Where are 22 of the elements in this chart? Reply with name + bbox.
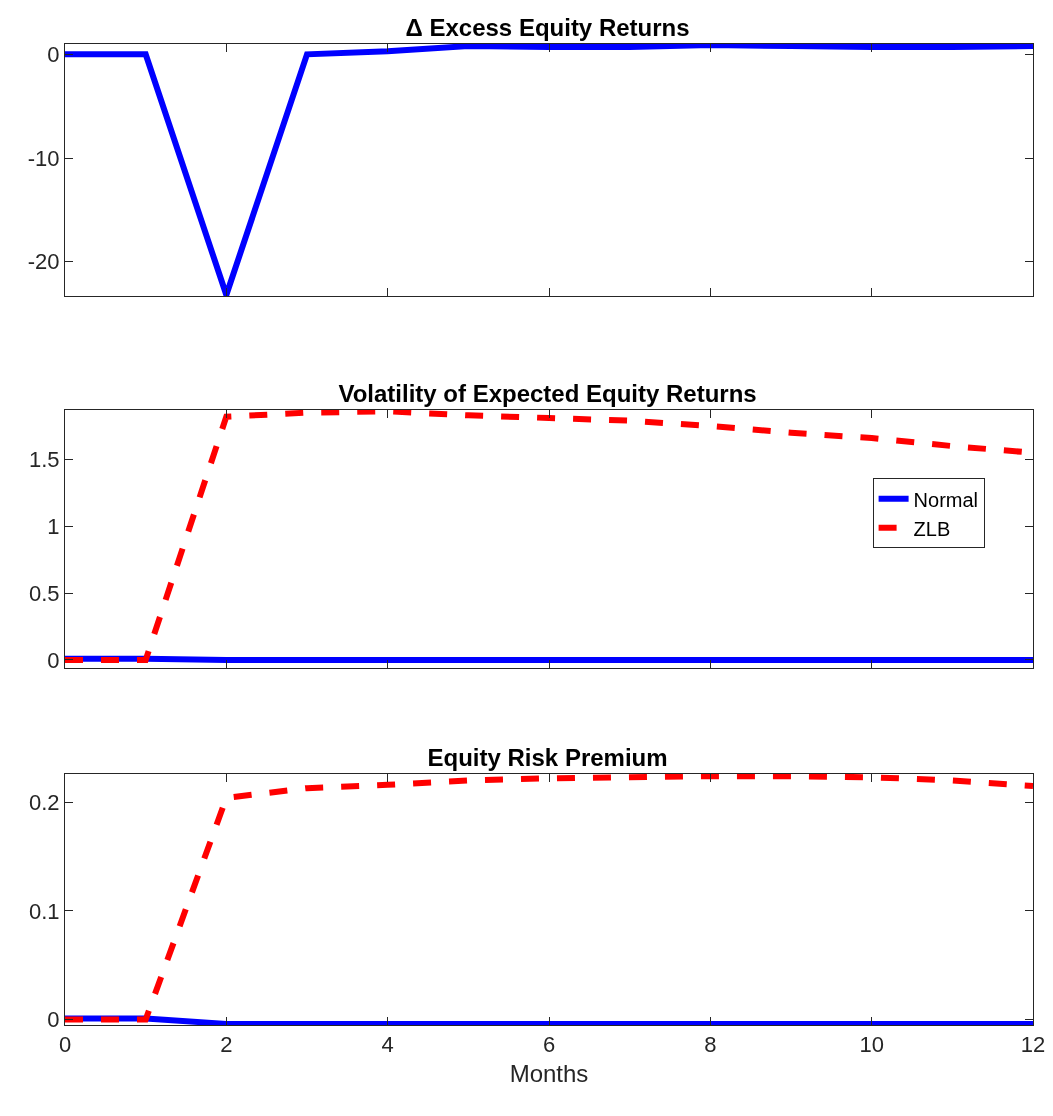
x-tick-label: 12 bbox=[1020, 1032, 1046, 1058]
x-tick-label: 10 bbox=[859, 1032, 884, 1058]
legend-label: ZLB bbox=[913, 517, 951, 540]
y-tick-label: 0.2 bbox=[29, 789, 60, 815]
x-axis-title: Months bbox=[509, 1059, 589, 1087]
y-tick-label: -20 bbox=[27, 249, 60, 275]
x-tick-label: 6 bbox=[542, 1032, 556, 1058]
y-tick-label: 1 bbox=[47, 514, 60, 539]
x-tick-label: 4 bbox=[381, 1032, 394, 1058]
chart-title: Δ Excess Equity Returns bbox=[405, 14, 690, 41]
x-tick-label: 8 bbox=[704, 1032, 717, 1058]
chart-title: Equity Risk Premium bbox=[427, 744, 668, 771]
legend-label: Normal bbox=[913, 488, 979, 511]
y-tick-label: 0 bbox=[47, 1007, 60, 1033]
y-tick-label: 0 bbox=[47, 647, 60, 673]
y-tick-label: 0.5 bbox=[29, 580, 60, 606]
chart-title: Volatility of Expected Equity Returns bbox=[338, 380, 757, 407]
y-tick-label: 0 bbox=[47, 42, 60, 68]
y-tick-label: 1.5 bbox=[29, 447, 60, 473]
y-tick-label: 0.1 bbox=[29, 898, 60, 924]
x-tick-label: 2 bbox=[220, 1032, 233, 1058]
y-tick-label: -10 bbox=[27, 145, 60, 171]
